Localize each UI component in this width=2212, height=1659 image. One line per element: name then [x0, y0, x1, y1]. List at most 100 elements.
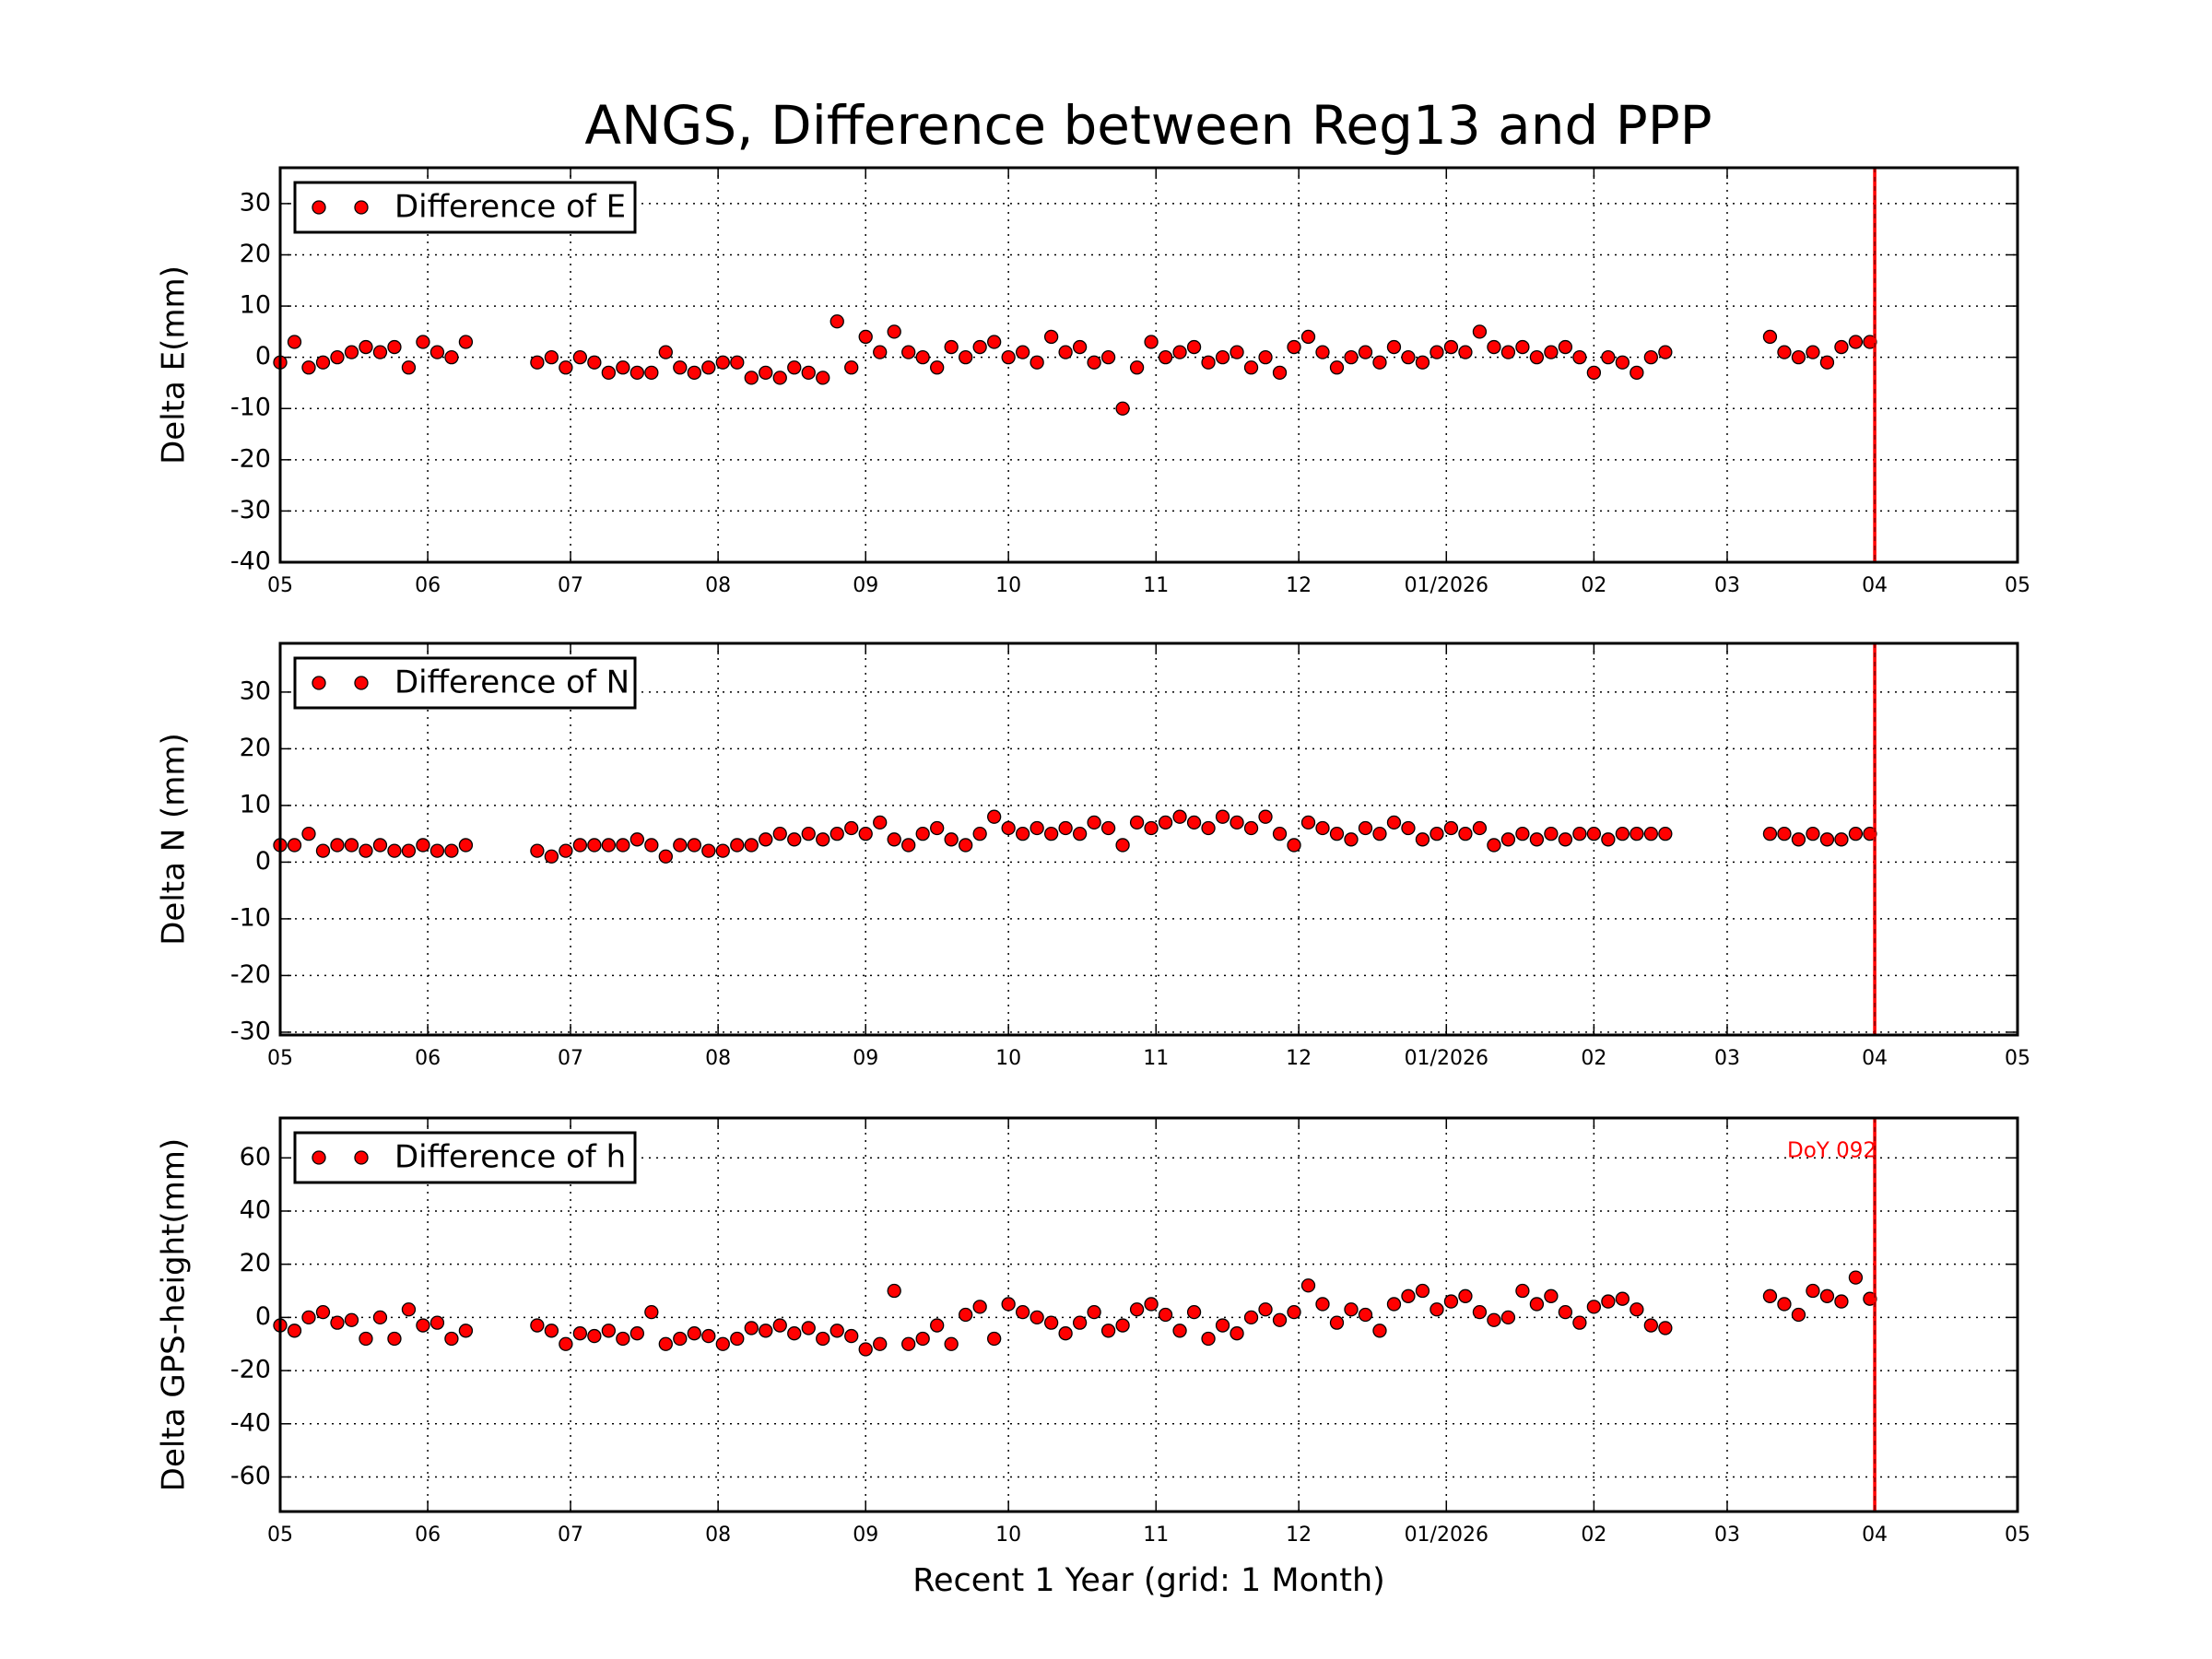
data-point — [1172, 809, 1187, 824]
data-point — [1430, 1302, 1444, 1317]
data-point — [1100, 350, 1116, 365]
data-point — [416, 1318, 430, 1333]
data-point — [887, 324, 901, 339]
data-point — [629, 832, 644, 847]
data-point — [1358, 345, 1373, 359]
data-point — [1372, 355, 1387, 370]
data-point — [744, 838, 759, 853]
legend-marker — [312, 200, 326, 215]
data-point — [1762, 1288, 1778, 1303]
data-point — [1072, 339, 1088, 355]
data-point — [1472, 324, 1488, 339]
data-point — [629, 365, 644, 380]
data-point — [1087, 355, 1101, 370]
data-point — [759, 832, 773, 847]
data-point — [1430, 345, 1444, 359]
data-point — [1848, 1270, 1864, 1285]
data-point — [1186, 339, 1202, 355]
data-point — [759, 1324, 773, 1338]
data-point — [1515, 1283, 1530, 1299]
data-point — [730, 355, 745, 370]
data-point — [1834, 832, 1849, 847]
data-point — [344, 345, 359, 359]
data-point — [1329, 360, 1345, 375]
annotation: DoY 092 — [1787, 1139, 1877, 1163]
data-point — [616, 1331, 630, 1347]
data-point — [1058, 820, 1073, 836]
data-point — [858, 1342, 873, 1357]
data-point — [1544, 827, 1559, 841]
data-point — [1529, 1297, 1545, 1312]
data-point — [1315, 1297, 1330, 1312]
data-point — [1258, 350, 1273, 365]
data-point — [858, 329, 873, 345]
data-point — [1030, 820, 1044, 836]
data-point — [1572, 350, 1587, 365]
data-point — [687, 1326, 701, 1341]
y-axis-label: Delta N (mm) — [156, 733, 193, 946]
data-point — [1001, 350, 1016, 365]
x-tick-label: 05 — [267, 1524, 293, 1547]
data-point — [1001, 1297, 1016, 1312]
data-point — [744, 1321, 759, 1335]
data-point — [1300, 815, 1316, 830]
data-point — [730, 1331, 745, 1347]
data-point — [1544, 1288, 1559, 1303]
data-point — [1630, 827, 1644, 841]
data-point — [1791, 832, 1806, 847]
data-point — [1500, 832, 1516, 847]
data-point — [1186, 815, 1202, 830]
data-point — [987, 809, 1002, 824]
data-point — [1201, 355, 1216, 370]
data-point — [1777, 345, 1792, 359]
data-point — [887, 832, 901, 847]
data-point — [801, 365, 816, 380]
data-point — [572, 1326, 588, 1341]
data-point — [901, 1336, 916, 1351]
data-point — [616, 360, 630, 375]
data-point — [830, 827, 844, 841]
data-point — [1515, 339, 1530, 355]
data-point — [830, 314, 844, 329]
data-point — [1472, 820, 1488, 836]
data-point — [715, 843, 730, 858]
data-point — [530, 843, 545, 858]
x-tick-label: 02 — [1581, 1047, 1606, 1070]
data-point — [315, 1304, 331, 1320]
data-point — [901, 345, 916, 359]
x-tick-label: 06 — [415, 574, 441, 597]
data-point — [1601, 832, 1616, 847]
data-point — [616, 838, 630, 853]
x-tick-label: 05 — [2005, 1047, 2030, 1070]
data-point — [715, 1336, 730, 1351]
data-point — [587, 838, 602, 853]
data-point — [1258, 1302, 1273, 1317]
data-point — [1358, 1307, 1373, 1323]
data-point — [601, 1324, 616, 1338]
data-point — [330, 838, 345, 853]
data-point — [1129, 815, 1145, 830]
x-tick-label: 12 — [1286, 574, 1312, 597]
data-point — [644, 1304, 659, 1320]
data-point — [1215, 1318, 1230, 1333]
data-point — [1586, 827, 1602, 841]
data-point — [1172, 1324, 1187, 1338]
x-tick-label: 08 — [705, 1524, 731, 1547]
data-point — [401, 1302, 417, 1317]
data-point — [658, 345, 673, 359]
data-point — [444, 843, 459, 858]
data-point — [458, 838, 474, 853]
data-point — [1329, 827, 1345, 841]
data-point — [930, 820, 945, 836]
data-point — [1762, 329, 1778, 345]
data-point — [544, 849, 559, 864]
data-point — [1401, 1288, 1416, 1303]
data-point — [1258, 809, 1273, 824]
data-point — [1658, 827, 1673, 841]
x-tick-label: 03 — [1714, 574, 1740, 597]
data-point — [1848, 335, 1864, 349]
data-point — [787, 360, 802, 375]
data-point — [730, 838, 745, 853]
y-tick-label: 20 — [240, 1249, 271, 1277]
x-axis-label: Recent 1 Year (grid: 1 Month) — [912, 1562, 1385, 1599]
